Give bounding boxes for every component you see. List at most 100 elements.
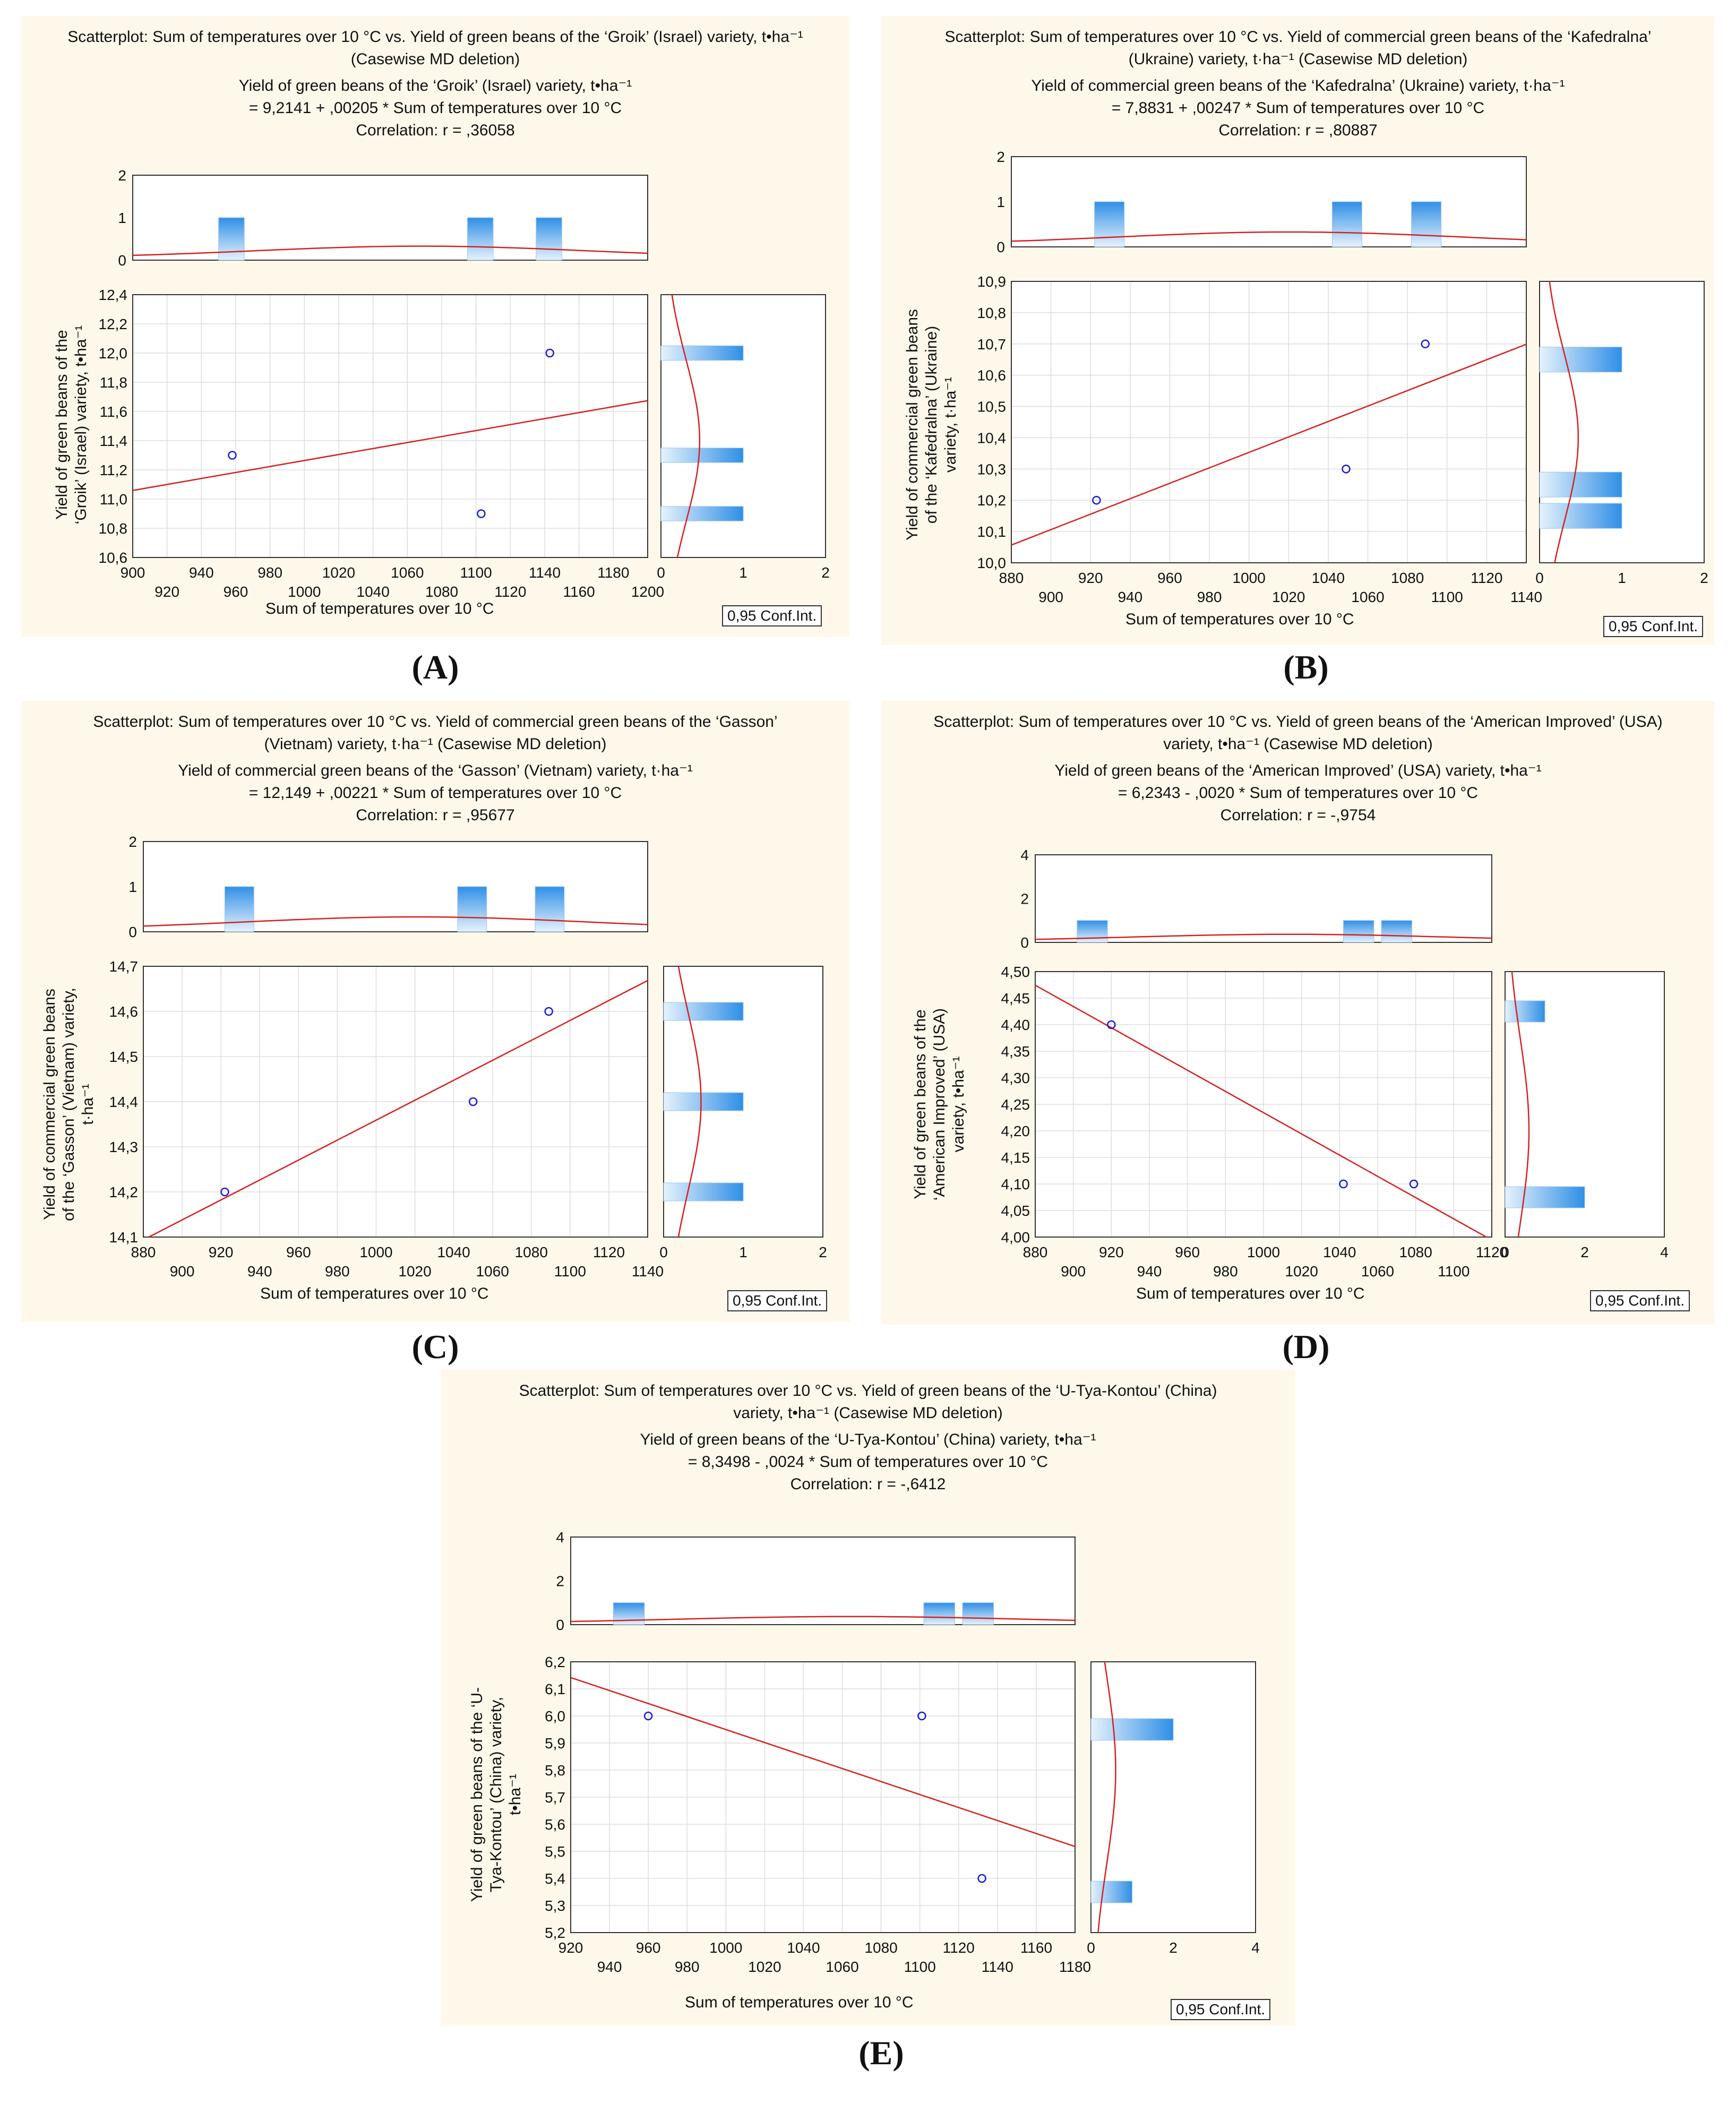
- top-histogram-bar: [536, 217, 562, 261]
- x-tick-label: 1020: [1272, 589, 1305, 605]
- y-tick-label: 4,00: [1001, 1229, 1030, 1246]
- top-hist-ytick: 1: [118, 210, 126, 226]
- right-histogram-bar: [663, 1002, 744, 1021]
- right-hist-xtick: 2: [821, 564, 830, 581]
- right-histogram-bar: [1505, 1000, 1545, 1023]
- data-point: [1339, 1179, 1348, 1189]
- right-hist-xtick: 2: [1700, 570, 1708, 586]
- right-hist-xtick: 2: [1580, 1244, 1589, 1260]
- data-point: [1409, 1179, 1419, 1189]
- plot-border: [143, 966, 648, 1238]
- y-tick-label: 10,7: [977, 336, 1007, 353]
- y-axis-label: Yield of green beans of the ‘American Imp…: [911, 956, 968, 1253]
- right-normal-curve: [1549, 281, 1579, 563]
- chart-title-line: = 7,8831 + ,00247 * Sum of temperatures …: [1111, 99, 1485, 117]
- chart-title-line: Yield of green beans of the ‘American Im…: [1054, 762, 1542, 779]
- x-tick-label: 900: [1061, 1263, 1086, 1280]
- y-tick-label: 11,0: [100, 491, 127, 508]
- chart-svg: 0 1 2 10,0 10,1 10,2 10,3 10,4 10,5 10,6 10,7 10,8 1…: [977, 149, 1708, 605]
- chart-title-line: Yield of commercial green beans of the ‘…: [1031, 77, 1565, 95]
- x-tick-label: 1100: [1431, 589, 1463, 605]
- y-tick-label: 5,8: [545, 1762, 565, 1779]
- y-axis-label-line: of the ‘Kafedralna’ (Ukraine): [923, 325, 940, 524]
- plot-area: [1011, 281, 1527, 563]
- top-normal-curve: [143, 916, 648, 927]
- y-tick-label: 12,0: [99, 345, 128, 362]
- right-histogram-bar: [660, 448, 744, 463]
- top-hist-ytick: 0: [128, 924, 137, 940]
- right-histogram-bar: [663, 1182, 744, 1201]
- y-tick-label: 14,7: [109, 958, 139, 975]
- top-histogram-frame: [570, 1537, 1076, 1625]
- y-tick-label: 6,0: [545, 1708, 565, 1724]
- x-tick-label: 1020: [322, 564, 355, 581]
- y-axis-label-line: Yield of green beans of the: [912, 1009, 929, 1199]
- top-histogram-bar: [535, 886, 565, 932]
- top-histogram-bar: [613, 1602, 645, 1625]
- right-hist-xtick: 0: [1087, 1939, 1095, 1956]
- x-tick-label: 940: [1118, 589, 1142, 605]
- top-hist-ytick: 4: [556, 1529, 564, 1546]
- y-axis-label: Yield of commercial green beans of the ‘K…: [903, 276, 960, 573]
- top-histogram-frame: [1035, 854, 1492, 943]
- y-tick-label: 14,2: [109, 1184, 139, 1200]
- y-tick-label: 10,4: [977, 430, 1007, 446]
- y-tick-label: 12,2: [99, 316, 128, 332]
- top-hist-ytick: 2: [128, 834, 137, 850]
- right-hist-xtick: 1: [739, 564, 747, 581]
- data-point: [977, 1874, 986, 1883]
- y-axis-label-line: t•ha⁻¹: [506, 1773, 524, 1816]
- x-tick-label: 1120: [943, 1939, 975, 1956]
- x-tick-label: 1040: [787, 1939, 820, 1956]
- y-tick-label: 11,6: [100, 404, 127, 420]
- x-tick-label: 940: [1137, 1263, 1162, 1280]
- right-histogram-bar: [663, 1092, 744, 1111]
- y-axis-label-line: Yield of green beans of the: [53, 330, 71, 520]
- x-tick-label: 920: [1099, 1244, 1124, 1260]
- chart-svg: 0 2 4 5,2 5,3 5,4 5,5 5,6 5,7 5,8 5,9 6,0 6,1 6,2 920 9…: [545, 1529, 1260, 1975]
- x-tick-label: 1040: [1312, 570, 1345, 586]
- top-hist-ytick: 0: [556, 1617, 564, 1633]
- data-point: [477, 509, 486, 518]
- top-histogram-bar: [962, 1602, 994, 1625]
- confidence-interval-legend: 0,95 Conf.Int.: [722, 605, 822, 626]
- x-tick-label: 1200: [631, 583, 664, 600]
- chart-title-line: (Casewise MD deletion): [350, 50, 520, 68]
- chart-svg: 0 2 4 4,00 4,05 4,10 4,15 4,20 4,25 4,30 4,35 4,40 4…: [1001, 847, 1669, 1280]
- x-tick-label: 960: [1175, 1244, 1200, 1260]
- y-tick-label: 4,10: [1001, 1176, 1030, 1192]
- right-normal-curve: [1097, 1661, 1116, 1933]
- x-tick-label: 1100: [460, 564, 492, 581]
- x-axis-label: Sum of temperatures over 10 °C: [1125, 611, 1354, 628]
- right-hist-xtick: 0: [659, 1244, 668, 1260]
- top-hist-ytick: 2: [556, 1573, 564, 1590]
- chart-title-line: = 8,3498 - ,0024 * Sum of temperatures o…: [687, 1453, 1049, 1471]
- plot-area: [132, 294, 648, 558]
- x-tick-label: 920: [1078, 570, 1103, 586]
- y-tick-label: 10,2: [977, 492, 1007, 509]
- y-tick-label: 14,3: [109, 1139, 139, 1155]
- chart-title-line: Scatterplot: Sum of temperatures over 10…: [944, 28, 1652, 46]
- y-tick-label: 10,5: [977, 399, 1007, 415]
- y-axis-label-line: Yield of commercial green beans: [41, 989, 58, 1220]
- y-tick-label: 12,4: [99, 287, 128, 303]
- y-axis-label-line: Tya-Kontou’ (China) variety,: [487, 1696, 505, 1893]
- x-tick-label: 980: [325, 1263, 350, 1280]
- confidence-interval-legend: 0,95 Conf.Int.: [1603, 616, 1704, 637]
- chart-title-line: Correlation: r = -,9754: [1220, 806, 1376, 824]
- x-tick-label: 1120: [1476, 1244, 1508, 1260]
- x-tick-label: 900: [170, 1263, 195, 1280]
- x-axis-label: Sum of temperatures over 10 °C: [265, 600, 494, 617]
- chart-title-line: variety, t•ha⁻¹ (Casewise MD deletion): [1163, 735, 1433, 753]
- right-normal-curve: [671, 294, 701, 558]
- y-tick-label: 14,6: [109, 1003, 139, 1020]
- x-tick-label: 900: [1038, 589, 1063, 605]
- chart-title-line: (Vietnam) variety, t·ha⁻¹ (Casewise MD d…: [264, 735, 607, 753]
- y-tick-label: 14,5: [109, 1049, 139, 1065]
- y-tick-label: 4,40: [1001, 1017, 1030, 1033]
- regression-line: [148, 980, 648, 1238]
- top-histogram-bar: [457, 886, 487, 932]
- top-hist-ytick: 1: [996, 194, 1005, 210]
- x-tick-label: 1000: [709, 1939, 742, 1956]
- x-tick-label: 1040: [437, 1244, 470, 1260]
